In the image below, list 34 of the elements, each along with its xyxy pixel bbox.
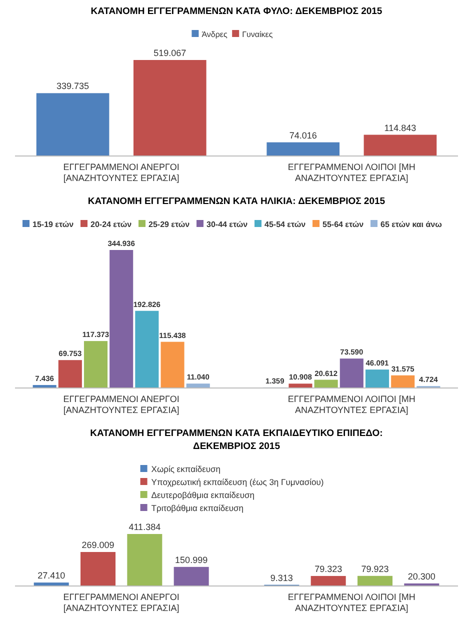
data-label: 339.735: [56, 81, 90, 92]
legend-label: Υποχρεωτική εκπαίδευση (έως 3η Γυμνασίου): [151, 477, 324, 487]
legend-label: Άνδρες: [202, 30, 228, 39]
data-label: 114.843: [384, 122, 416, 133]
chart-title: ΚΑΤΑΝΟΜΗ ΕΓΓΕΓΡΑΜΜΕΝΩΝ ΚΑΤΑ ΦΥΛΟ: ΔΕΚΕΜΒΡΙΟΣ 2015: [90, 6, 383, 17]
data-label: 269.009: [82, 540, 114, 550]
x-tick-label: ΕΓΓΕΓΡΑΜΜΕΝΟΙ ΛΟΙΠΟΙ [ΜΗ ΑΝΑΖΗΤΟΥΝΤΕΣ ΕΡΓΑΣΙΑ]: [288, 162, 416, 183]
legend-label: Τριτοβάθμια εκπαίδευση: [151, 503, 244, 513]
legend-label: Χωρίς εκπαίδευση: [151, 464, 221, 474]
chart-title: ΚΑΤΑΝΟΜΗ ΕΓΓΕΓΡΑΜΜΕΝΩΝ ΚΑΤΑ ΗΛΙΚΙΑ: ΔΕΚΕΜΒΡΙΟΣ 2015: [88, 196, 386, 207]
legend-label: Γυναίκες: [242, 30, 273, 39]
data-label: 150.999: [175, 554, 208, 565]
legend-label: 15-19 ετών: [32, 220, 74, 229]
data-label: 79.323: [314, 564, 342, 574]
data-label: 9.313: [270, 572, 293, 583]
legend-label: 45-54 ετών: [264, 220, 306, 229]
data-label: 79.923: [361, 564, 389, 574]
data-label: 74.016: [289, 130, 317, 140]
data-label: 27.410: [38, 570, 66, 581]
x-tick-label: ΕΓΓΕΓΡΑΜΜΕΝΟΙ ΛΟΙΠΟΙ [ΜΗ ΑΝΑΖΗΤΟΥΝΤΕΣ ΕΡΓΑΣΙΑ]: [288, 592, 416, 613]
legend-label: 30-44 ετών: [206, 220, 248, 229]
data-label: 20.300: [408, 571, 436, 582]
legend-label: 55-64 ετών: [322, 220, 364, 229]
x-tick-label: ΕΓΓΕΓΡΑΜΜΕΝΟΙ ΑΝΕΡΓΟΙ [ΑΝΑΖΗΤΟΥΝΤΕΣ ΕΡΓΑΣΙΑ]: [63, 162, 180, 183]
legend-label: 25-29 ετών: [148, 220, 190, 229]
legend-label: 65 ετών και άνω: [380, 220, 442, 229]
x-tick-label: ΕΓΓΕΓΡΑΜΜΕΝΟΙ ΑΝΕΡΓΟΙ [ΑΝΑΖΗΤΟΥΝΤΕΣ ΕΡΓΑΣΙΑ]: [63, 394, 180, 415]
data-label: 519.067: [154, 48, 186, 58]
legend-label: Δευτεροβάθμια εκπαίδευση: [151, 490, 255, 500]
x-tick-label: ΕΓΓΕΓΡΑΜΜΕΝΟΙ ΛΟΙΠΟΙ [ΜΗ ΑΝΑΖΗΤΟΥΝΤΕΣ ΕΡΓΑΣΙΑ]: [288, 394, 416, 415]
x-tick-label: ΕΓΓΕΓΡΑΜΜΕΝΟΙ ΑΝΕΡΓΟΙ [ΑΝΑΖΗΤΟΥΝΤΕΣ ΕΡΓΑΣΙΑ]: [63, 592, 180, 613]
data-label: 411.384: [128, 522, 161, 532]
legend-label: 20-24 ετών: [90, 220, 132, 229]
chart-title: ΚΑΤΑΝΟΜΗ ΕΓΓΕΓΡΑΜΜΕΝΩΝ ΚΑΤΑ ΕΚΠΑΙΔΕΥΤΙΚΟ ΕΠΙΠΕΔΟ: ΔΕΚΕΜΒΡΙΟΣ 2015: [90, 428, 383, 452]
